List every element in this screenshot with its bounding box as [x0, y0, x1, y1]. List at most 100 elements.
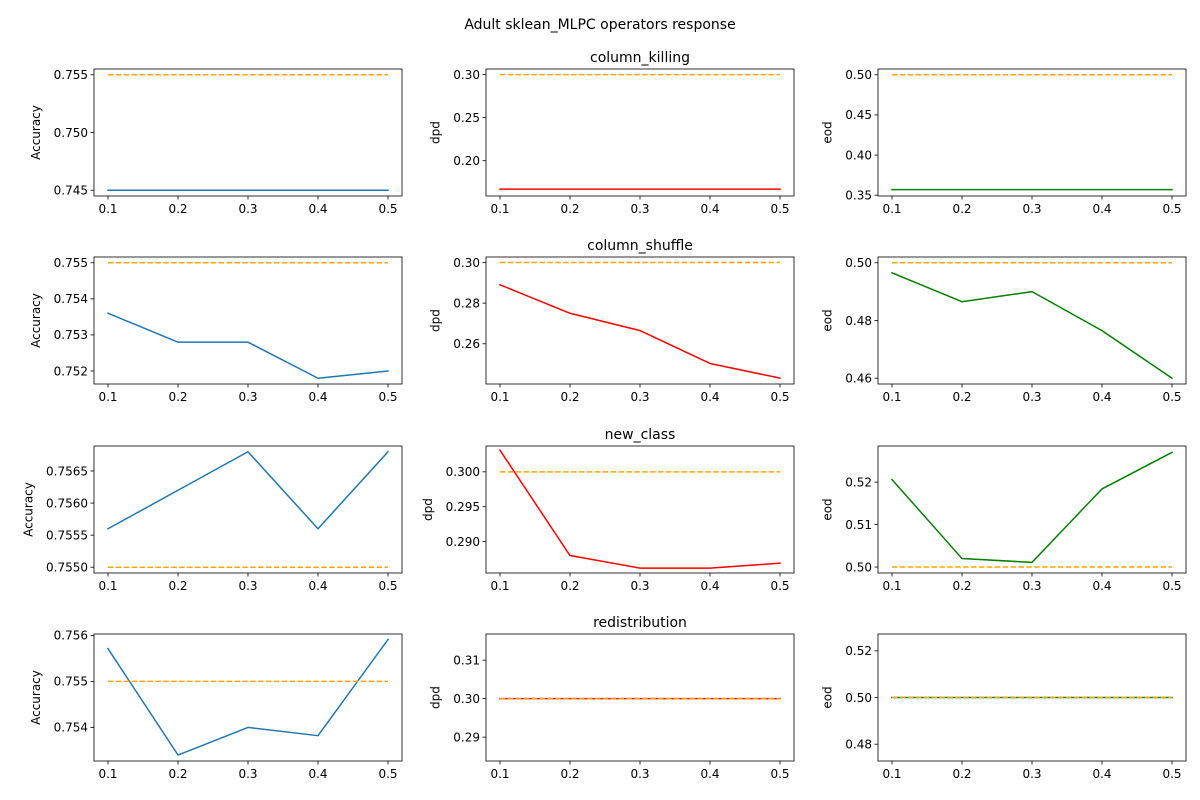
y-tick-label: 0.290 [446, 535, 480, 549]
subplot-title: new_class [605, 427, 676, 443]
y-tick-label: 0.40 [845, 148, 872, 162]
y-tick-label: 0.30 [453, 256, 480, 270]
x-tick-label: 0.5 [1162, 390, 1181, 404]
y-tick-label: 0.50 [845, 68, 872, 82]
x-tick-label: 0.3 [238, 202, 257, 216]
data-line [891, 271, 1174, 380]
y-tick-label: 0.52 [845, 644, 872, 658]
y-axis-label: eod [821, 498, 835, 520]
y-tick-label: 0.295 [446, 500, 480, 514]
x-tick-label: 0.3 [238, 767, 257, 781]
data-line [499, 283, 781, 379]
x-tick-label: 0.1 [98, 202, 117, 216]
y-tick-label: 0.752 [54, 364, 88, 378]
x-tick-label: 0.1 [882, 767, 901, 781]
x-tick-label: 0.5 [1162, 767, 1181, 781]
x-tick-label: 0.4 [1092, 390, 1111, 404]
x-tick-label: 0.4 [1092, 767, 1111, 781]
y-tick-label: 0.755 [54, 675, 88, 689]
y-tick-label: 0.754 [54, 721, 88, 735]
x-tick-label: 0.3 [1022, 767, 1041, 781]
x-tick-label: 0.4 [308, 767, 327, 781]
plot-area [107, 262, 389, 379]
data-line [107, 312, 389, 379]
x-tick-label: 0.5 [1162, 202, 1181, 216]
plot-area [106, 450, 390, 568]
subplot-title: redistribution [593, 615, 687, 631]
plot-area [499, 73, 781, 190]
subplot-grid: 0.1 0.2 0.3 0.4 0.50.7450.7500.755Accuracy0.… [21, 50, 1187, 781]
plot-area [890, 451, 1174, 568]
x-tick-label: 0.4 [1092, 579, 1111, 593]
y-tick-label: 0.756 [54, 629, 88, 643]
x-tick-label: 0.3 [238, 579, 257, 593]
data-line [498, 449, 781, 569]
x-tick-label: 0.1 [490, 579, 509, 593]
x-tick-label: 0.3 [630, 767, 649, 781]
x-tick-label: 0.4 [308, 390, 327, 404]
y-tick-label: 0.50 [845, 691, 872, 705]
y-axis-label: dpd [429, 121, 443, 144]
x-tick-label: 0.3 [630, 390, 649, 404]
x-tick-label: 0.5 [378, 579, 397, 593]
x-tick-label: 0.3 [1022, 202, 1041, 216]
x-tick-label: 0.1 [490, 202, 509, 216]
y-axis-label: eod [821, 309, 835, 331]
x-tick-label: 0.5 [378, 202, 397, 216]
y-tick-label: 0.7565 [46, 464, 88, 478]
data-line [890, 451, 1174, 564]
x-tick-label: 0.5 [378, 767, 397, 781]
x-tick-label: 0.5 [378, 390, 397, 404]
subplot-r2-c3: 0.1 0.2 0.3 0.4 0.5 0.46 0.48 0.50 eod [821, 256, 1187, 404]
x-tick-label: 0.5 [770, 390, 789, 404]
y-tick-label: 0.753 [54, 328, 88, 342]
plot-area [891, 262, 1174, 380]
x-tick-label: 0.5 [770, 202, 789, 216]
x-tick-label: 0.2 [168, 390, 187, 404]
y-axis-label: dpd [421, 498, 435, 521]
subplot-r2-c2: 0.1 0.2 0.3 0.4 0.5 0.26 0.28 0.30 dpd column_shu… [429, 238, 795, 404]
y-tick-label: 0.29 [453, 730, 480, 744]
subplot-r1-c1: 0.1 0.2 0.3 0.4 0.5 0.745 0.750 0.755 Accuracy [29, 68, 403, 216]
x-tick-label: 0.5 [770, 767, 789, 781]
y-tick-label: 0.46 [845, 372, 872, 386]
x-tick-label: 0.1 [490, 390, 509, 404]
subplot-title: column_shuffle [587, 238, 693, 254]
y-axis-label: Accuracy [29, 670, 43, 725]
subplot-title: column_killing [590, 50, 690, 66]
y-tick-label: 0.51 [845, 518, 872, 532]
x-tick-label: 0.1 [98, 767, 117, 781]
y-tick-label: 0.745 [54, 184, 88, 198]
plot-area [499, 261, 781, 379]
x-tick-label: 0.4 [308, 579, 327, 593]
y-tick-label: 0.755 [54, 256, 88, 270]
y-tick-label: 0.7555 [46, 528, 88, 542]
y-axis-label: eod [821, 686, 835, 708]
subplot-r3-c2: 0.1 0.2 0.3 0.4 0.5 0.290 0.295 0.300 dpd new_cla… [421, 427, 795, 593]
x-tick-label: 0.3 [1022, 579, 1041, 593]
x-tick-label: 0.2 [952, 202, 971, 216]
y-tick-label: 0.755 [54, 68, 88, 82]
y-tick-label: 0.48 [845, 314, 872, 328]
x-tick-label: 0.3 [630, 202, 649, 216]
y-tick-label: 0.52 [845, 475, 872, 489]
x-tick-label: 0.2 [560, 202, 579, 216]
x-tick-label: 0.1 [882, 579, 901, 593]
x-tick-label: 0.2 [952, 767, 971, 781]
subplot-r4-c3: 0.1 0.2 0.3 0.4 0.5 0.48 0.50 0.52 eod [821, 633, 1187, 781]
y-axis-label: Accuracy [29, 293, 43, 348]
subplot-r3-c3: 0.1 0.2 0.3 0.4 0.5 0.50 0.51 0.52 eod [821, 445, 1187, 593]
x-tick-label: 0.4 [308, 202, 327, 216]
x-tick-label: 0.4 [700, 202, 719, 216]
data-line [106, 638, 390, 756]
y-tick-label: 0.31 [453, 653, 480, 667]
x-tick-label: 0.3 [630, 579, 649, 593]
plot-area [891, 74, 1173, 191]
y-axis-label: Accuracy [21, 482, 35, 537]
y-axis-label: dpd [429, 686, 443, 709]
y-tick-label: 0.28 [453, 296, 480, 310]
x-tick-label: 0.2 [952, 390, 971, 404]
x-tick-label: 0.4 [1092, 202, 1111, 216]
y-tick-label: 0.300 [446, 465, 480, 479]
